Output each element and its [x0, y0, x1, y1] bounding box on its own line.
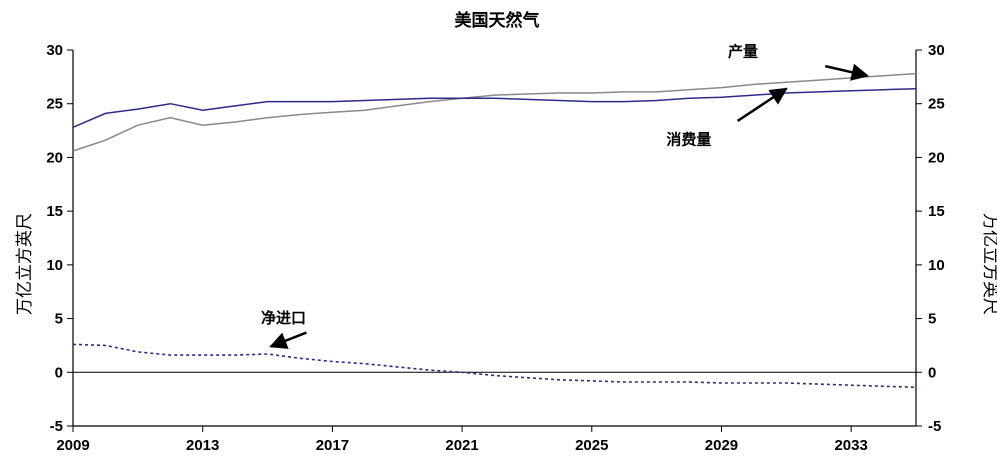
annotation-arrow	[824, 63, 870, 81]
annotation-label: 净进口	[261, 309, 306, 327]
x-tick-label: 2009	[56, 437, 89, 454]
y-tick-label-right: 30	[928, 42, 945, 59]
y-tick-label-right: 10	[928, 257, 945, 274]
y-axis-label-left: 万亿立方英尺	[15, 213, 35, 315]
annotation-arrow	[736, 87, 788, 122]
x-tick-label: 2029	[705, 437, 738, 454]
y-tick-label-right: 20	[928, 149, 945, 166]
y-tick-label-right: 0	[928, 364, 936, 381]
x-tick-label: 2025	[575, 437, 608, 454]
y-tick-label-left: -5	[50, 418, 63, 435]
series-line-0	[72, 72, 917, 152]
y-tick-label-right: 15	[928, 203, 945, 220]
x-tick-label: 2021	[445, 437, 478, 454]
annotation-arrow	[269, 331, 307, 349]
y-tick-label-left: 5	[55, 311, 63, 328]
chart-title: 美国天然气	[455, 10, 540, 31]
y-tick-label-right: 25	[928, 96, 945, 113]
y-tick-label-right: 5	[928, 311, 936, 328]
y-tick-label-left: 20	[46, 149, 63, 166]
y-tick-label-left: 30	[46, 42, 63, 59]
y-tick-label-left: 10	[46, 257, 63, 274]
y-tick-label-left: 0	[55, 364, 63, 381]
y-tick-label-right: -5	[928, 418, 941, 435]
series-line-2	[72, 343, 917, 389]
y-tick-label-left: 25	[46, 96, 63, 113]
annotation-label: 产量	[728, 42, 758, 60]
x-tick-label: 2013	[186, 437, 219, 454]
y-tick-label-left: 15	[46, 203, 63, 220]
series-layer	[72, 72, 917, 389]
annotation-label: 消费量	[666, 131, 711, 149]
x-tick-label: 2017	[316, 437, 349, 454]
x-tick-label: 2033	[834, 437, 867, 454]
y-axis-label-right: 万亿立方英尺	[980, 213, 997, 315]
